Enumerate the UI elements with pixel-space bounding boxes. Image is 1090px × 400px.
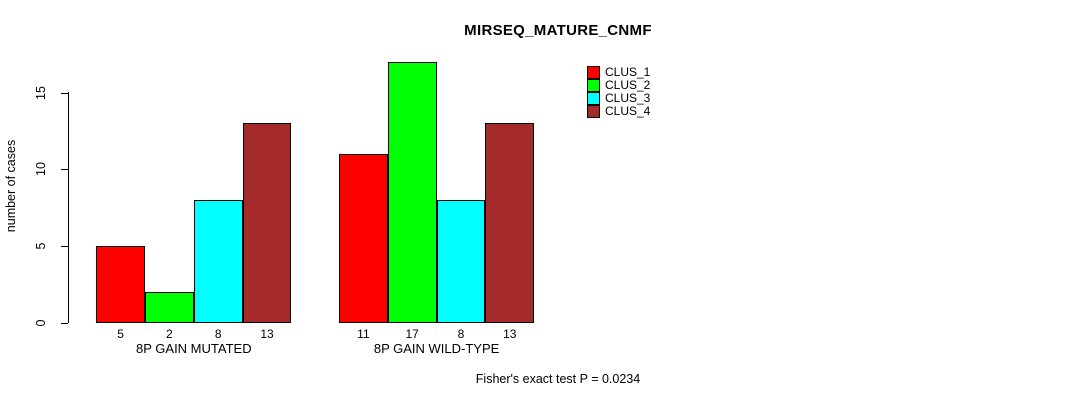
annotation-fishers-test: Fisher's exact test P = 0.0234 <box>475 372 641 386</box>
legend-swatch-icon <box>587 66 600 79</box>
bar-clus_3-group2 <box>436 199 486 323</box>
bar-value-label: 5 <box>117 327 124 341</box>
legend-label: CLUS_2 <box>605 78 651 92</box>
bar-clus_2-group1 <box>145 292 194 323</box>
bar-clus_3-group1 <box>193 199 243 323</box>
legend-swatch-icon <box>587 92 600 105</box>
bar-clus_2-group2 <box>387 61 437 323</box>
legend-swatch-icon <box>587 105 600 118</box>
legend: CLUS_1 CLUS_2 CLUS_3 CLUS_4 <box>587 66 650 118</box>
legend-item-clus_1: CLUS_1 <box>587 66 650 79</box>
chart-title: MIRSEQ_MATURE_CNMF <box>464 22 652 39</box>
legend-label: CLUS_1 <box>605 65 651 79</box>
y-tick-label: 0 <box>34 319 48 327</box>
bar-clus_1-group2 <box>339 153 388 323</box>
bar-clus_4-group1 <box>242 123 292 323</box>
y-tick <box>61 169 68 171</box>
bar-value-label: 2 <box>166 327 173 341</box>
bar-clus_1-group1 <box>96 246 145 323</box>
legend-label: CLUS_3 <box>605 91 651 105</box>
category-label: 8P GAIN MUTATED <box>136 341 252 356</box>
y-tick <box>61 322 68 324</box>
y-tick <box>61 246 68 247</box>
y-tick-label: 5 <box>34 242 48 250</box>
legend-item-clus_3: CLUS_3 <box>587 92 650 105</box>
bar-value-label: 11 <box>357 327 370 341</box>
bar-value-label: 8 <box>457 327 465 341</box>
legend-label: CLUS_4 <box>605 104 651 118</box>
bar-value-label: 13 <box>260 327 274 341</box>
legend-item-clus_2: CLUS_2 <box>587 79 650 92</box>
y-tick-label: 10 <box>34 162 48 177</box>
legend-swatch-icon <box>587 79 600 92</box>
y-axis-line <box>68 92 69 323</box>
bar-value-label: 17 <box>405 327 419 341</box>
y-tick <box>61 92 68 94</box>
category-label: 8P GAIN WILD-TYPE <box>373 341 500 356</box>
legend-item-clus_4: CLUS_4 <box>587 105 650 118</box>
bar-clus_4-group2 <box>485 123 535 323</box>
bar-value-label: 13 <box>503 327 517 341</box>
bar-value-label: 8 <box>214 327 222 341</box>
y-tick-label: 15 <box>34 85 48 100</box>
y-axis-label: number of cases <box>4 139 18 233</box>
